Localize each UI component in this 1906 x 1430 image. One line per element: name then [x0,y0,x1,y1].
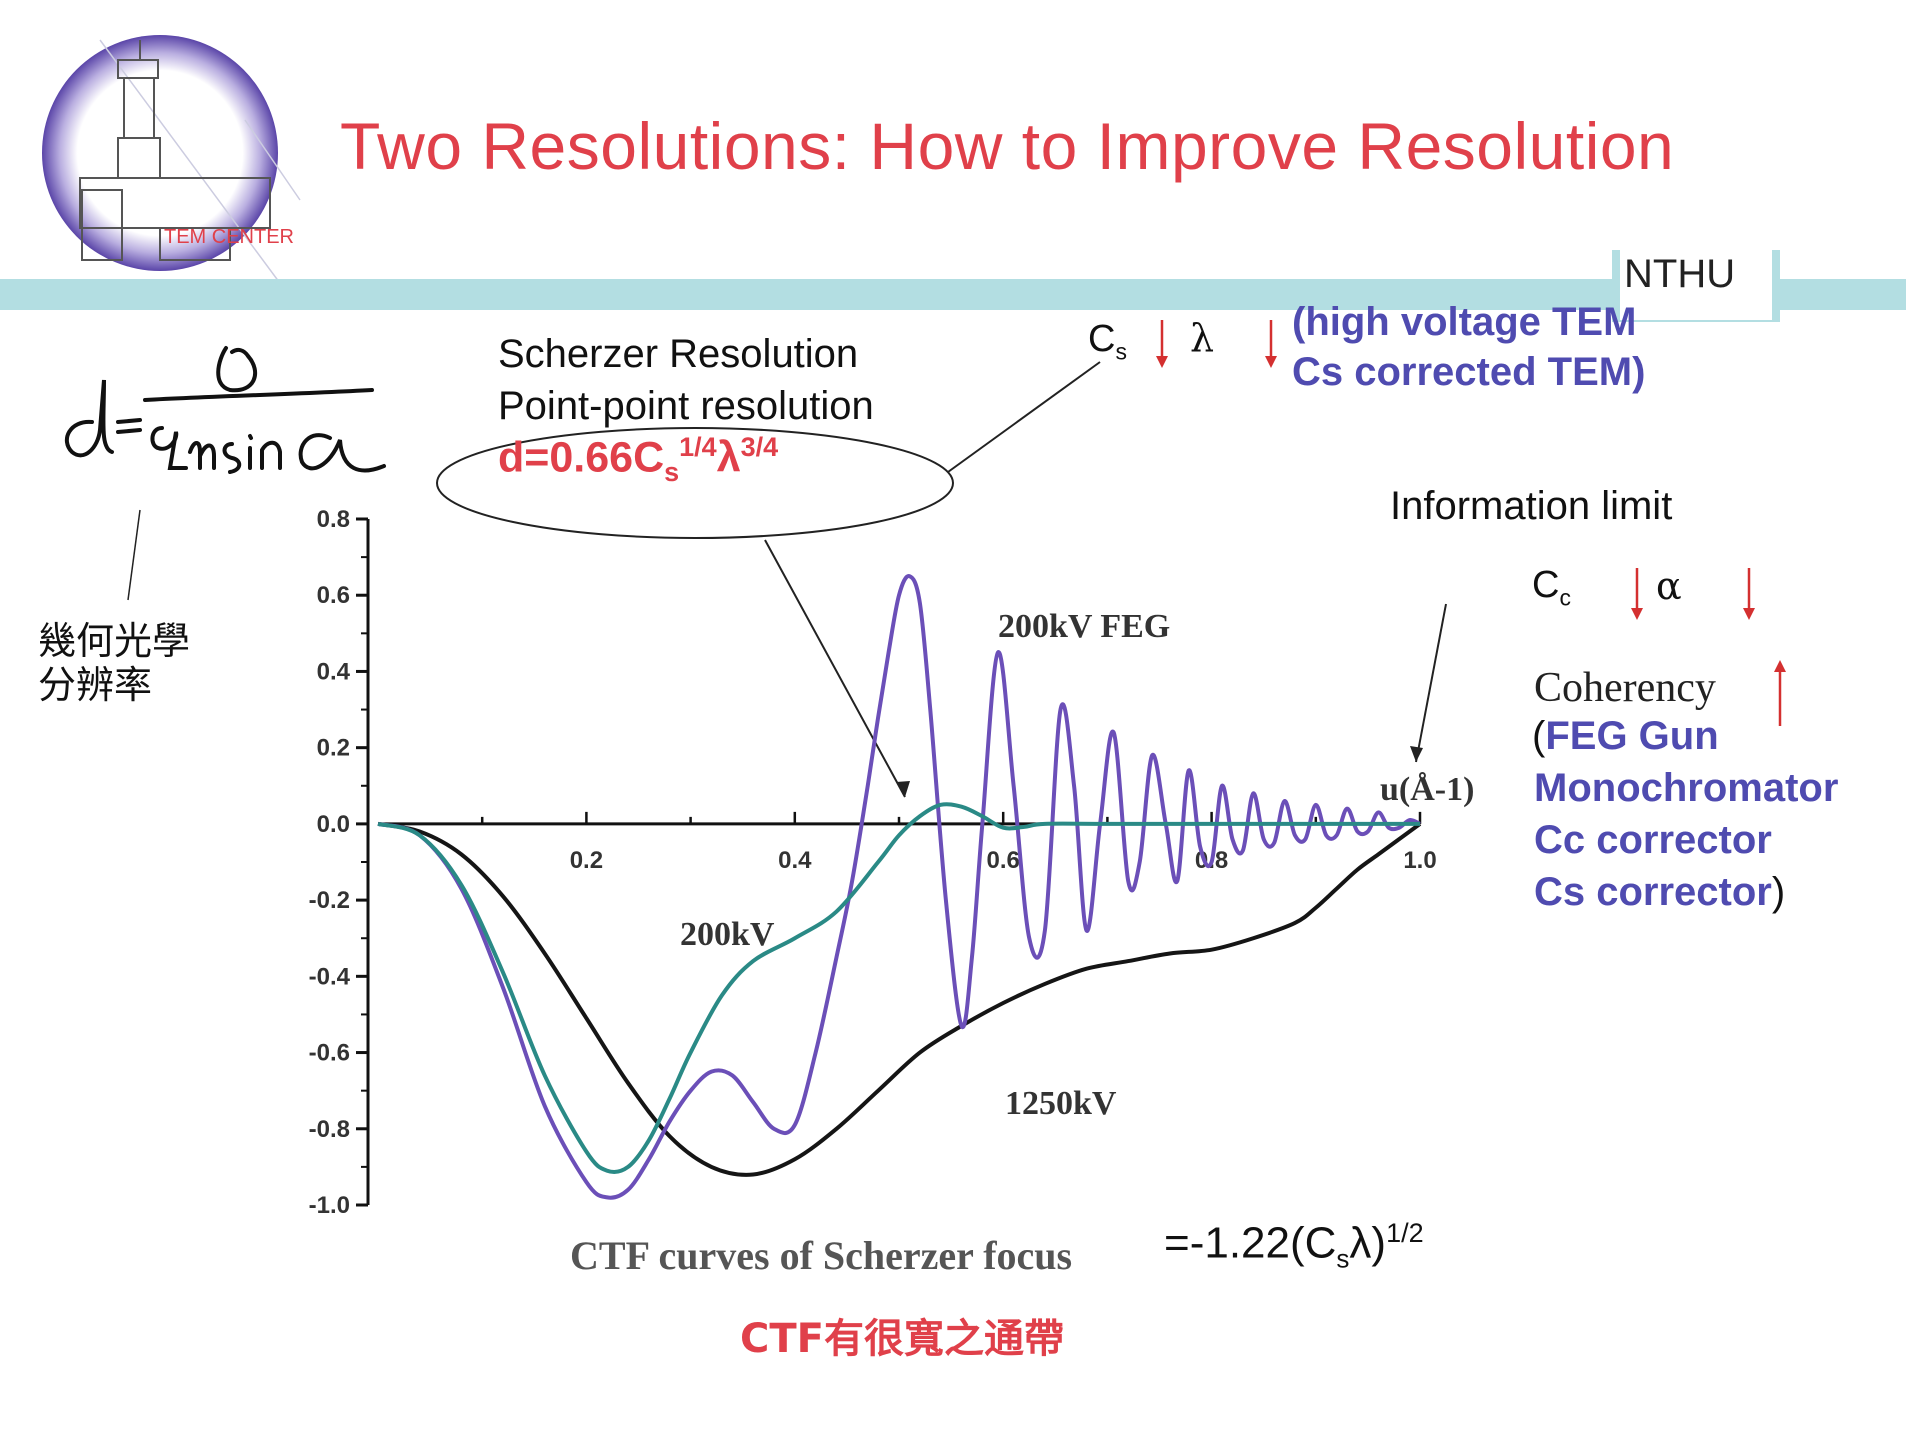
scherzer-ellipse [436,427,954,539]
ellipse-connector-line [947,361,1101,473]
lambda-symbol: λ [1190,316,1215,360]
header-band [0,279,1906,310]
info-limit-title: Information limit [1390,484,1673,528]
cs-corrected-note: Cs corrected TEM) [1292,350,1646,394]
red-arrows [1156,320,1786,726]
series-line-200kv [377,802,1420,1174]
nthu-tag-bg [1620,250,1772,320]
x-tick-label: 0.6 [987,847,1020,874]
series-label-1250kv: 1250kV [1005,1085,1117,1122]
x-tick-label: 0.4 [778,847,812,874]
x-axis-label: u(Å-1) [1380,771,1474,808]
series-label-200kv: 200kV [680,916,775,953]
y-tick-label: -1.0 [309,1192,350,1219]
coherency-label: Coherency [1534,665,1716,711]
handwritten-formula [64,346,386,474]
series-label-200kv-feg: 200kV FEG [998,608,1170,645]
resolving-power-label: 分辨率 [38,663,153,707]
scherzer-title: Scherzer Resolution [498,332,859,376]
logo-text: TEM CENTER [164,226,294,248]
tem-center-logo [42,35,301,291]
y-tick-label: 0.4 [317,658,351,685]
series-line-200kv-feg [377,574,1421,1200]
scherzer-pointer-arrowhead [896,781,910,797]
chart-series-layer [377,574,1422,1200]
x-tick-label: 1.0 [1403,847,1436,874]
y-tick-label: 0.2 [317,735,350,762]
info-limit-arrowhead [1410,746,1423,762]
scherzer-pointer-line [764,539,906,798]
fix-item-cs-corrector: Cs corrector) [1534,870,1786,914]
cs-label: Cs [1088,318,1127,365]
chart-labels-layer: 200kV 200kV FEG 1250kV [680,608,1170,1122]
y-tick-label: -0.4 [309,963,351,990]
alpha-symbol: α [1656,564,1682,608]
series-line-1250kv [377,821,1422,1177]
y-tick-label: 0.0 [317,811,350,838]
scherzer-focus-formula: =-1.22(Csλ)1/2 [1164,1218,1424,1274]
y-tick-label: -0.6 [309,1040,350,1067]
chart-axes: 0.8 0.6 0.4 0.2 0.0 -0.2 -0.4 -0.6 -0.8 -1.0 0.2 0.… [309,506,1475,1219]
ctf-caption: CTF curves of Scherzer focus [570,1233,1073,1278]
scherzer-subtitle: Point-point resolution [498,384,874,428]
y-tick-label: -0.8 [309,1116,350,1143]
high-voltage-note: (high voltage TEM [1292,300,1637,344]
y-tick-label: 0.6 [317,582,350,609]
fix-item-feg: (FEG Gun [1532,714,1719,758]
passband-note: CTF有很寬之通帶 [740,1316,1064,1362]
cc-label: Cc [1532,564,1571,611]
nthu-tag: NTHU [1624,252,1736,296]
geo-pointer-line [127,509,141,601]
geometric-optics-label: 幾何光學 [38,619,191,663]
x-tick-label: 0.2 [570,847,603,874]
page-title: Two Resolutions: How to Improve Resoluti… [340,109,1675,183]
info-limit-pointer-line [1415,603,1447,763]
y-tick-label: -0.2 [309,887,350,914]
y-tick-label: 0.8 [317,506,350,533]
fix-item-monochromator: Monochromator [1534,766,1839,810]
fix-item-cc-corrector: Cc corrector [1534,818,1772,862]
scherzer-formula: d=0.66Cs1/4λ3/4 [498,432,779,487]
